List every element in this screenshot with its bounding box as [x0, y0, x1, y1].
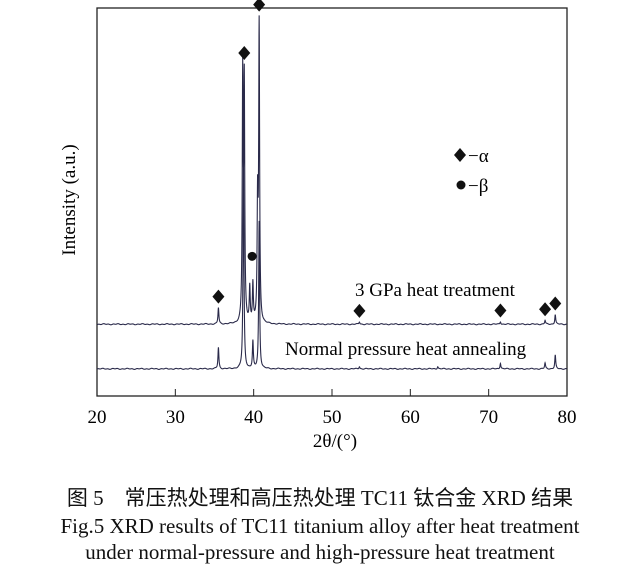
x-tick-label: 50	[323, 407, 342, 428]
alpha-peak-marker	[494, 303, 507, 318]
alpha-peak-marker	[238, 46, 251, 61]
x-tick-label: 30	[166, 407, 185, 428]
x-tick-label: 40	[244, 407, 263, 428]
y-axis-label: Intensity (a.u.)	[59, 144, 80, 255]
alpha-peak-marker	[549, 296, 562, 311]
xrd-chart: 20 30 40 50 60 70 80 3 GPa heat treatment Norm…	[59, 0, 577, 452]
beta-peak-marker	[247, 251, 257, 261]
series-label-3gpa: 3 GPa heat treatment	[355, 280, 516, 301]
x-tick-label: 60	[401, 407, 420, 428]
alpha-peak-marker	[212, 289, 225, 304]
caption-zh: 图 5 常压热处理和高压热处理 TC11 钛合金 XRD 结果	[66, 486, 574, 510]
caption-en-line1: Fig.5 XRD results of TC11 titanium alloy…	[60, 514, 580, 538]
x-tick-label: 20	[88, 407, 107, 428]
xrd-trace-0	[96, 15, 567, 326]
series-label-normal: Normal pressure heat annealing	[285, 339, 527, 360]
xrd-trace-1	[96, 154, 567, 370]
legend-circle-marker	[456, 180, 466, 190]
alpha-peak-marker	[539, 302, 552, 317]
x-tick-label: 80	[558, 407, 577, 428]
legend-diamond-marker	[454, 148, 466, 162]
alpha-peak-marker	[353, 303, 366, 318]
caption-en-line2: under normal-pressure and high-pressure …	[85, 540, 555, 564]
plot-frame	[96, 7, 568, 397]
x-axis-label: 2θ/(°)	[313, 431, 357, 452]
legend-beta-label: −β	[468, 176, 488, 197]
legend-alpha-label: −α	[468, 146, 489, 167]
x-tick-label: 70	[479, 407, 498, 428]
legend: −α −β	[454, 146, 489, 197]
alpha-peak-marker	[253, 0, 266, 12]
